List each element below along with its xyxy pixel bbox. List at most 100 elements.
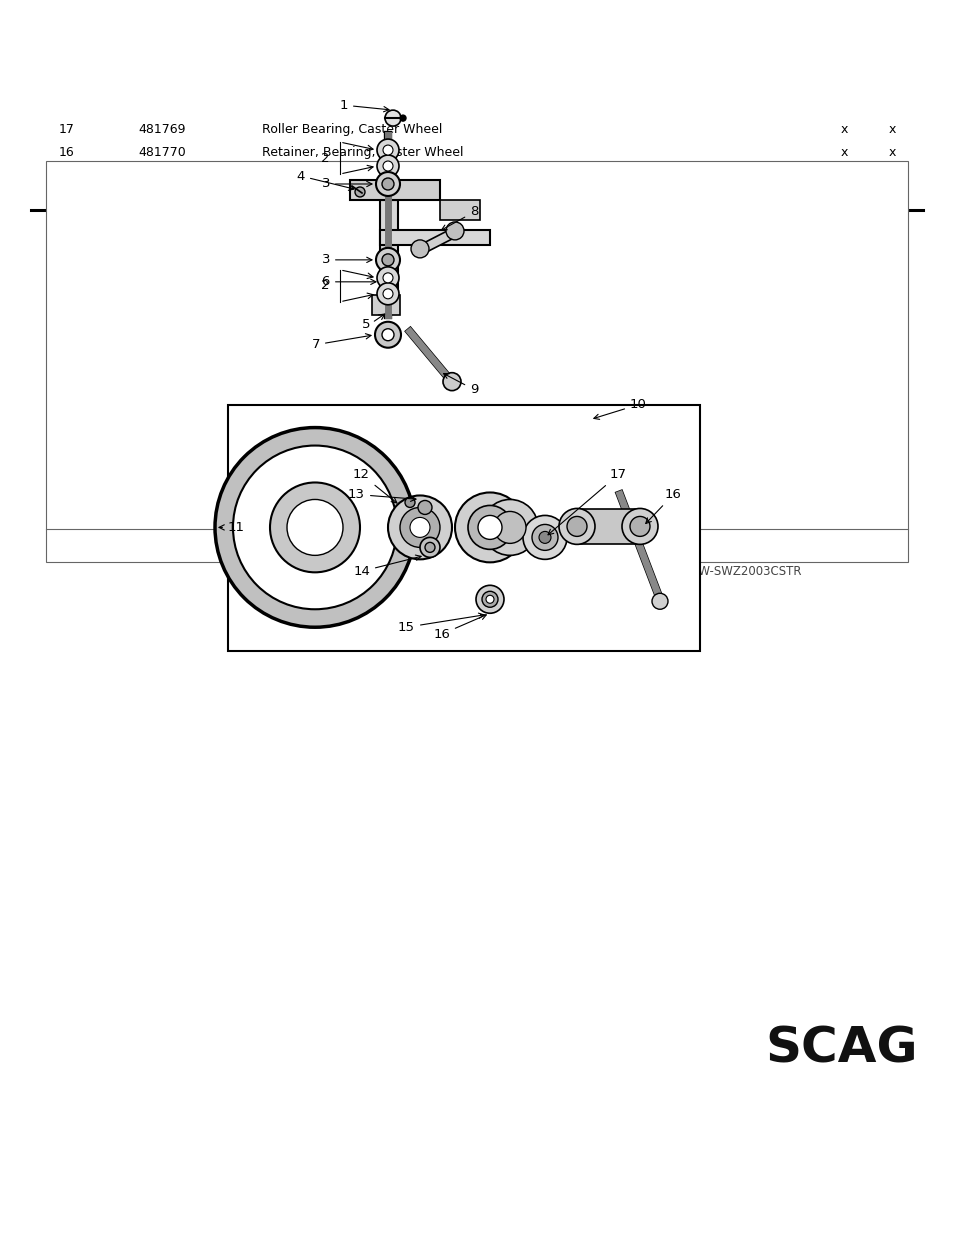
Circle shape <box>381 329 394 341</box>
Circle shape <box>411 240 429 258</box>
Text: x: x <box>840 191 847 204</box>
Circle shape <box>382 289 393 299</box>
Circle shape <box>558 509 595 545</box>
Circle shape <box>382 273 393 283</box>
Circle shape <box>481 499 537 556</box>
Polygon shape <box>350 180 439 200</box>
Circle shape <box>485 595 494 603</box>
Text: x: x <box>840 259 847 272</box>
Text: x: x <box>887 282 895 295</box>
Text: 4: 4 <box>59 441 67 453</box>
Circle shape <box>376 140 398 161</box>
Circle shape <box>375 172 399 196</box>
Text: x: x <box>887 463 895 477</box>
Text: SW-SWZ2003CSTR: SW-SWZ2003CSTR <box>691 566 801 578</box>
Polygon shape <box>379 230 490 245</box>
Text: x: x <box>840 487 847 499</box>
Circle shape <box>381 178 394 190</box>
Polygon shape <box>577 509 639 545</box>
Text: Spacer, Caster Yoke, 1/2" Long: Spacer, Caster Yoke, 1/2" Long <box>262 487 455 499</box>
Text: 2: 2 <box>321 152 330 164</box>
Text: 5: 5 <box>361 319 370 331</box>
Text: 1: 1 <box>339 99 389 112</box>
Text: Rim Pair, Caster Wheel: Rim Pair, Caster Wheel <box>262 168 406 182</box>
Text: x: x <box>887 259 895 272</box>
Text: x: x <box>887 509 895 522</box>
Text: x: x <box>887 373 895 385</box>
FancyBboxPatch shape <box>46 162 907 562</box>
Circle shape <box>399 115 406 121</box>
Text: 481774: 481774 <box>138 282 186 295</box>
Text: 2: 2 <box>59 487 67 499</box>
Circle shape <box>381 254 394 266</box>
Text: x: x <box>887 350 895 363</box>
Text: Wheel Assy. (Includes Items 11-17): Wheel Assy. (Includes Items 11-17) <box>262 305 481 317</box>
Circle shape <box>419 537 439 557</box>
Circle shape <box>214 427 415 627</box>
Text: Elastic Stop Nut, 1/2-13: Elastic Stop Nut, 1/2-13 <box>262 373 410 385</box>
Text: 3: 3 <box>321 253 372 267</box>
Polygon shape <box>439 200 479 220</box>
Text: Hub Assembly: Hub Assembly <box>262 236 352 249</box>
Text: 6: 6 <box>321 275 375 288</box>
Text: 46082: 46082 <box>138 419 178 431</box>
Text: 8: 8 <box>441 205 477 230</box>
Circle shape <box>446 222 463 240</box>
Text: 11: 11 <box>219 521 245 534</box>
Text: Roller Bearing, Caster Wheel: Roller Bearing, Caster Wheel <box>262 124 442 136</box>
Text: Tire Only, Caster Wheel: Tire Only, Caster Wheel <box>262 282 410 295</box>
Text: Grease Fitting, 45 Degree 1/4-28: Grease Fitting, 45 Degree 1/4-28 <box>262 214 467 227</box>
Circle shape <box>442 373 460 390</box>
Text: x: x <box>840 509 847 522</box>
Text: Grease Fitting: Grease Fitting <box>262 441 349 453</box>
Text: 48114-03: 48114-03 <box>138 214 198 227</box>
Text: 16: 16 <box>433 615 486 641</box>
Circle shape <box>270 483 359 572</box>
Text: 6: 6 <box>59 395 67 409</box>
Circle shape <box>424 542 435 552</box>
Text: x: x <box>887 124 895 136</box>
Circle shape <box>476 585 503 614</box>
Text: 11: 11 <box>59 282 75 295</box>
Text: 3: 3 <box>59 463 67 477</box>
Circle shape <box>455 493 524 562</box>
Circle shape <box>629 516 649 536</box>
Text: 04001-37: 04001-37 <box>138 327 198 341</box>
Text: x: x <box>840 146 847 158</box>
Text: x: x <box>840 441 847 453</box>
Circle shape <box>417 500 432 515</box>
Text: 4: 4 <box>296 169 354 190</box>
Text: x: x <box>887 305 895 317</box>
Circle shape <box>287 499 343 556</box>
Text: 48114-04: 48114-04 <box>138 441 198 453</box>
Circle shape <box>481 592 497 608</box>
Text: x: x <box>887 395 895 409</box>
Text: 43037-01: 43037-01 <box>138 487 198 499</box>
Text: 9: 9 <box>59 327 67 341</box>
Circle shape <box>382 161 393 170</box>
Text: x: x <box>887 191 895 204</box>
Text: 481768: 481768 <box>138 236 186 249</box>
Text: Bronze Bearing: Bronze Bearing <box>262 463 357 477</box>
Text: 8: 8 <box>59 350 67 363</box>
Text: x: x <box>887 146 895 158</box>
Circle shape <box>355 186 365 196</box>
Text: 04021-07: 04021-07 <box>138 373 198 385</box>
Polygon shape <box>419 227 459 253</box>
Circle shape <box>566 516 586 536</box>
Text: 12: 12 <box>353 468 396 503</box>
Text: x: x <box>887 419 895 431</box>
Text: 10: 10 <box>59 305 75 317</box>
Text: 43022: 43022 <box>138 350 177 363</box>
Text: 48307: 48307 <box>138 305 178 317</box>
Circle shape <box>522 515 566 559</box>
Circle shape <box>621 509 658 545</box>
Circle shape <box>494 511 525 543</box>
Text: Retainer, Bearing, Caster Wheel: Retainer, Bearing, Caster Wheel <box>262 146 463 158</box>
Bar <box>228 405 700 651</box>
Text: 16: 16 <box>645 488 681 524</box>
Text: 04066-01: 04066-01 <box>138 509 198 522</box>
Text: x: x <box>887 214 895 227</box>
Text: x: x <box>840 395 847 409</box>
Text: 2: 2 <box>321 279 330 293</box>
